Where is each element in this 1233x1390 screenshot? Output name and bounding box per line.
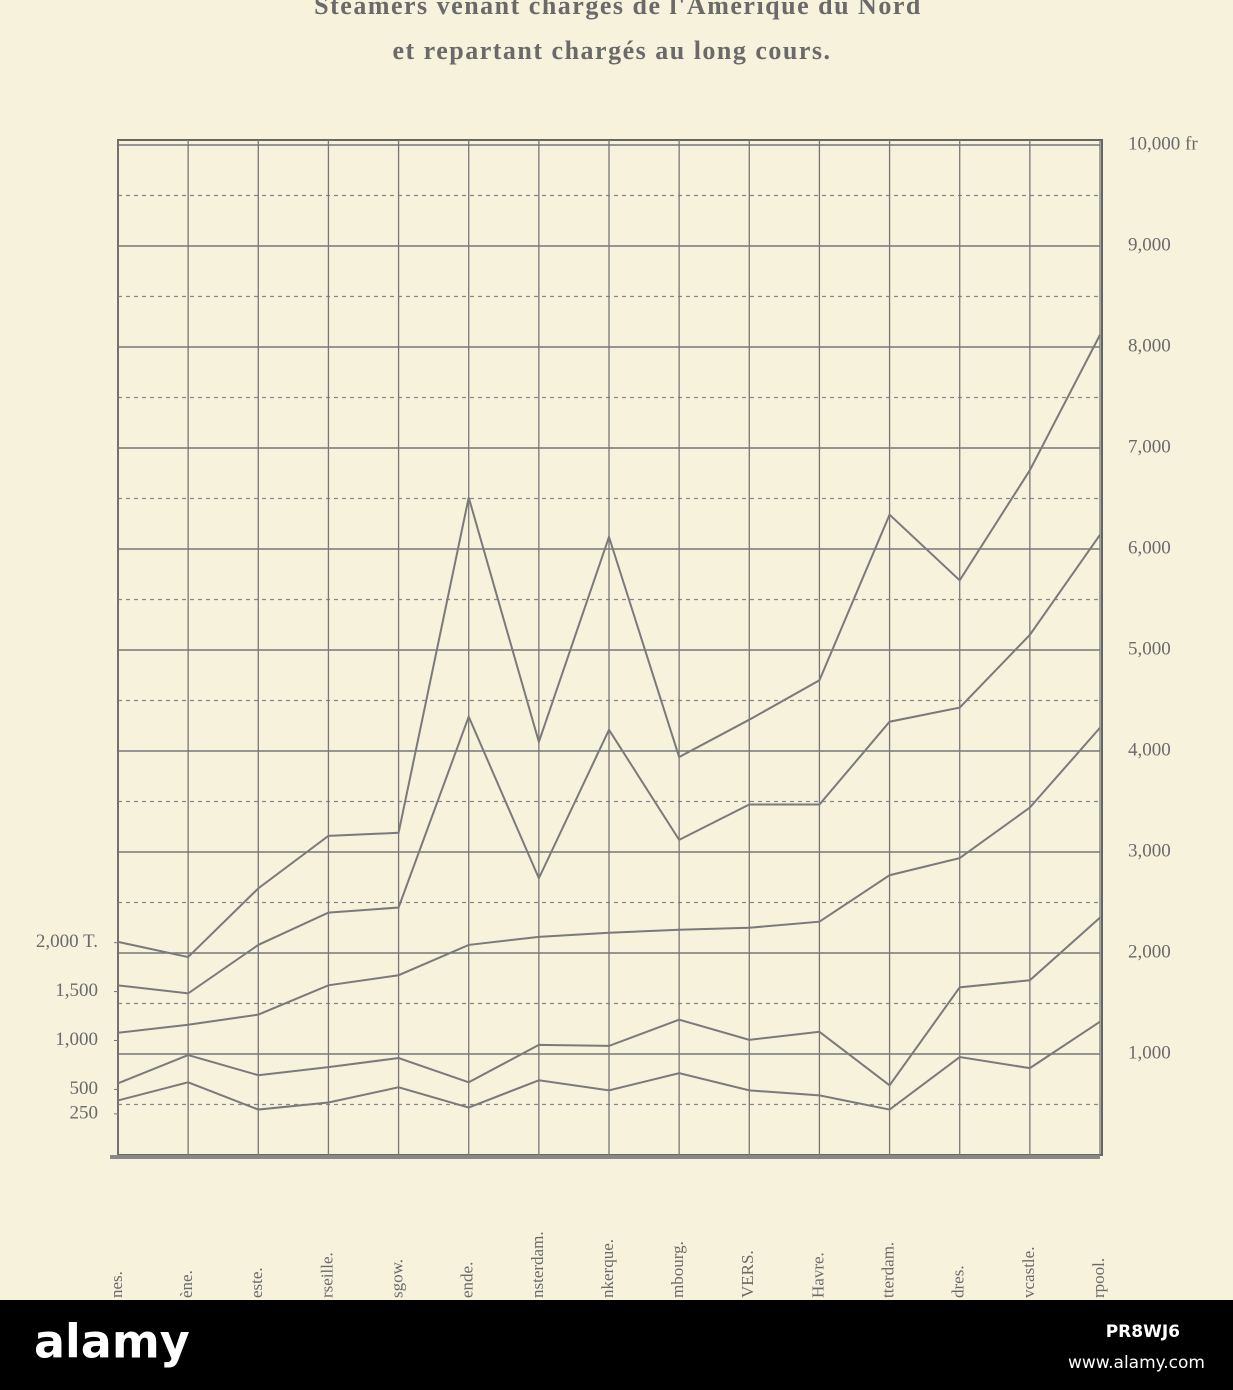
x-tick-label: nkerque. <box>598 1239 617 1298</box>
x-tick-label: ende. <box>458 1262 477 1298</box>
x-tick-label: este. <box>247 1267 266 1298</box>
chart-title: Steamers venant chargés de l'Amérique du… <box>314 0 922 20</box>
data-line <box>117 727 1101 1034</box>
x-tick-label: tterdam. <box>878 1242 897 1298</box>
y-tick-label: 3,000 <box>1128 840 1171 861</box>
base-rule <box>110 1155 1100 1159</box>
watermark-id: PR8WJ6 <box>1106 1322 1180 1342</box>
data-line <box>117 1020 1101 1111</box>
x-tick-label: Havre. <box>808 1252 827 1298</box>
watermark-bar <box>0 1300 1233 1390</box>
x-tick-label: vcastle. <box>1019 1247 1038 1298</box>
x-tick-label: nsterdam. <box>528 1231 547 1298</box>
watermark-brand: alamy <box>34 1315 190 1369</box>
y-tick-label: 1,000 <box>1128 1042 1171 1063</box>
y-tick-label: 9,000 <box>1128 234 1171 255</box>
data-line <box>117 534 1101 995</box>
y-tick-label: 5,000 <box>1128 638 1171 659</box>
x-tick-label: ène. <box>177 1270 196 1298</box>
x-tick-label: rpool. <box>1089 1258 1108 1298</box>
x-tick-label: rseille. <box>317 1252 336 1298</box>
x-tick-label: mbourg. <box>668 1241 687 1298</box>
y-tick-label: 6,000 <box>1128 537 1171 558</box>
x-tick-label: dres. <box>949 1265 968 1298</box>
data-line <box>117 334 1101 959</box>
y-tick-label: 7,000 <box>1128 436 1171 457</box>
y2-tick-label: 2,000 T. <box>36 931 98 952</box>
y-tick-label: 4,000 <box>1128 739 1171 760</box>
x-tick-label: nes. <box>107 1271 126 1298</box>
y-tick-label: 10,000 fr <box>1128 133 1198 154</box>
y2-tick-label: 500 <box>70 1078 99 1099</box>
y2-tick-label: 1,000 <box>55 1029 98 1050</box>
y-tick-label: 8,000 <box>1128 335 1171 356</box>
data-line <box>117 916 1101 1087</box>
y2-tick-label: 1,500 <box>55 980 98 1001</box>
x-tick-label: VERS. <box>738 1250 757 1298</box>
y2-tick-label: 250 <box>70 1102 99 1123</box>
y-tick-label: 2,000 <box>1128 941 1171 962</box>
watermark-url: www.alamy.com <box>1068 1353 1205 1373</box>
x-tick-label: sgow. <box>387 1259 406 1298</box>
chart-subtitle: et repartant chargés au long cours. <box>392 36 831 65</box>
